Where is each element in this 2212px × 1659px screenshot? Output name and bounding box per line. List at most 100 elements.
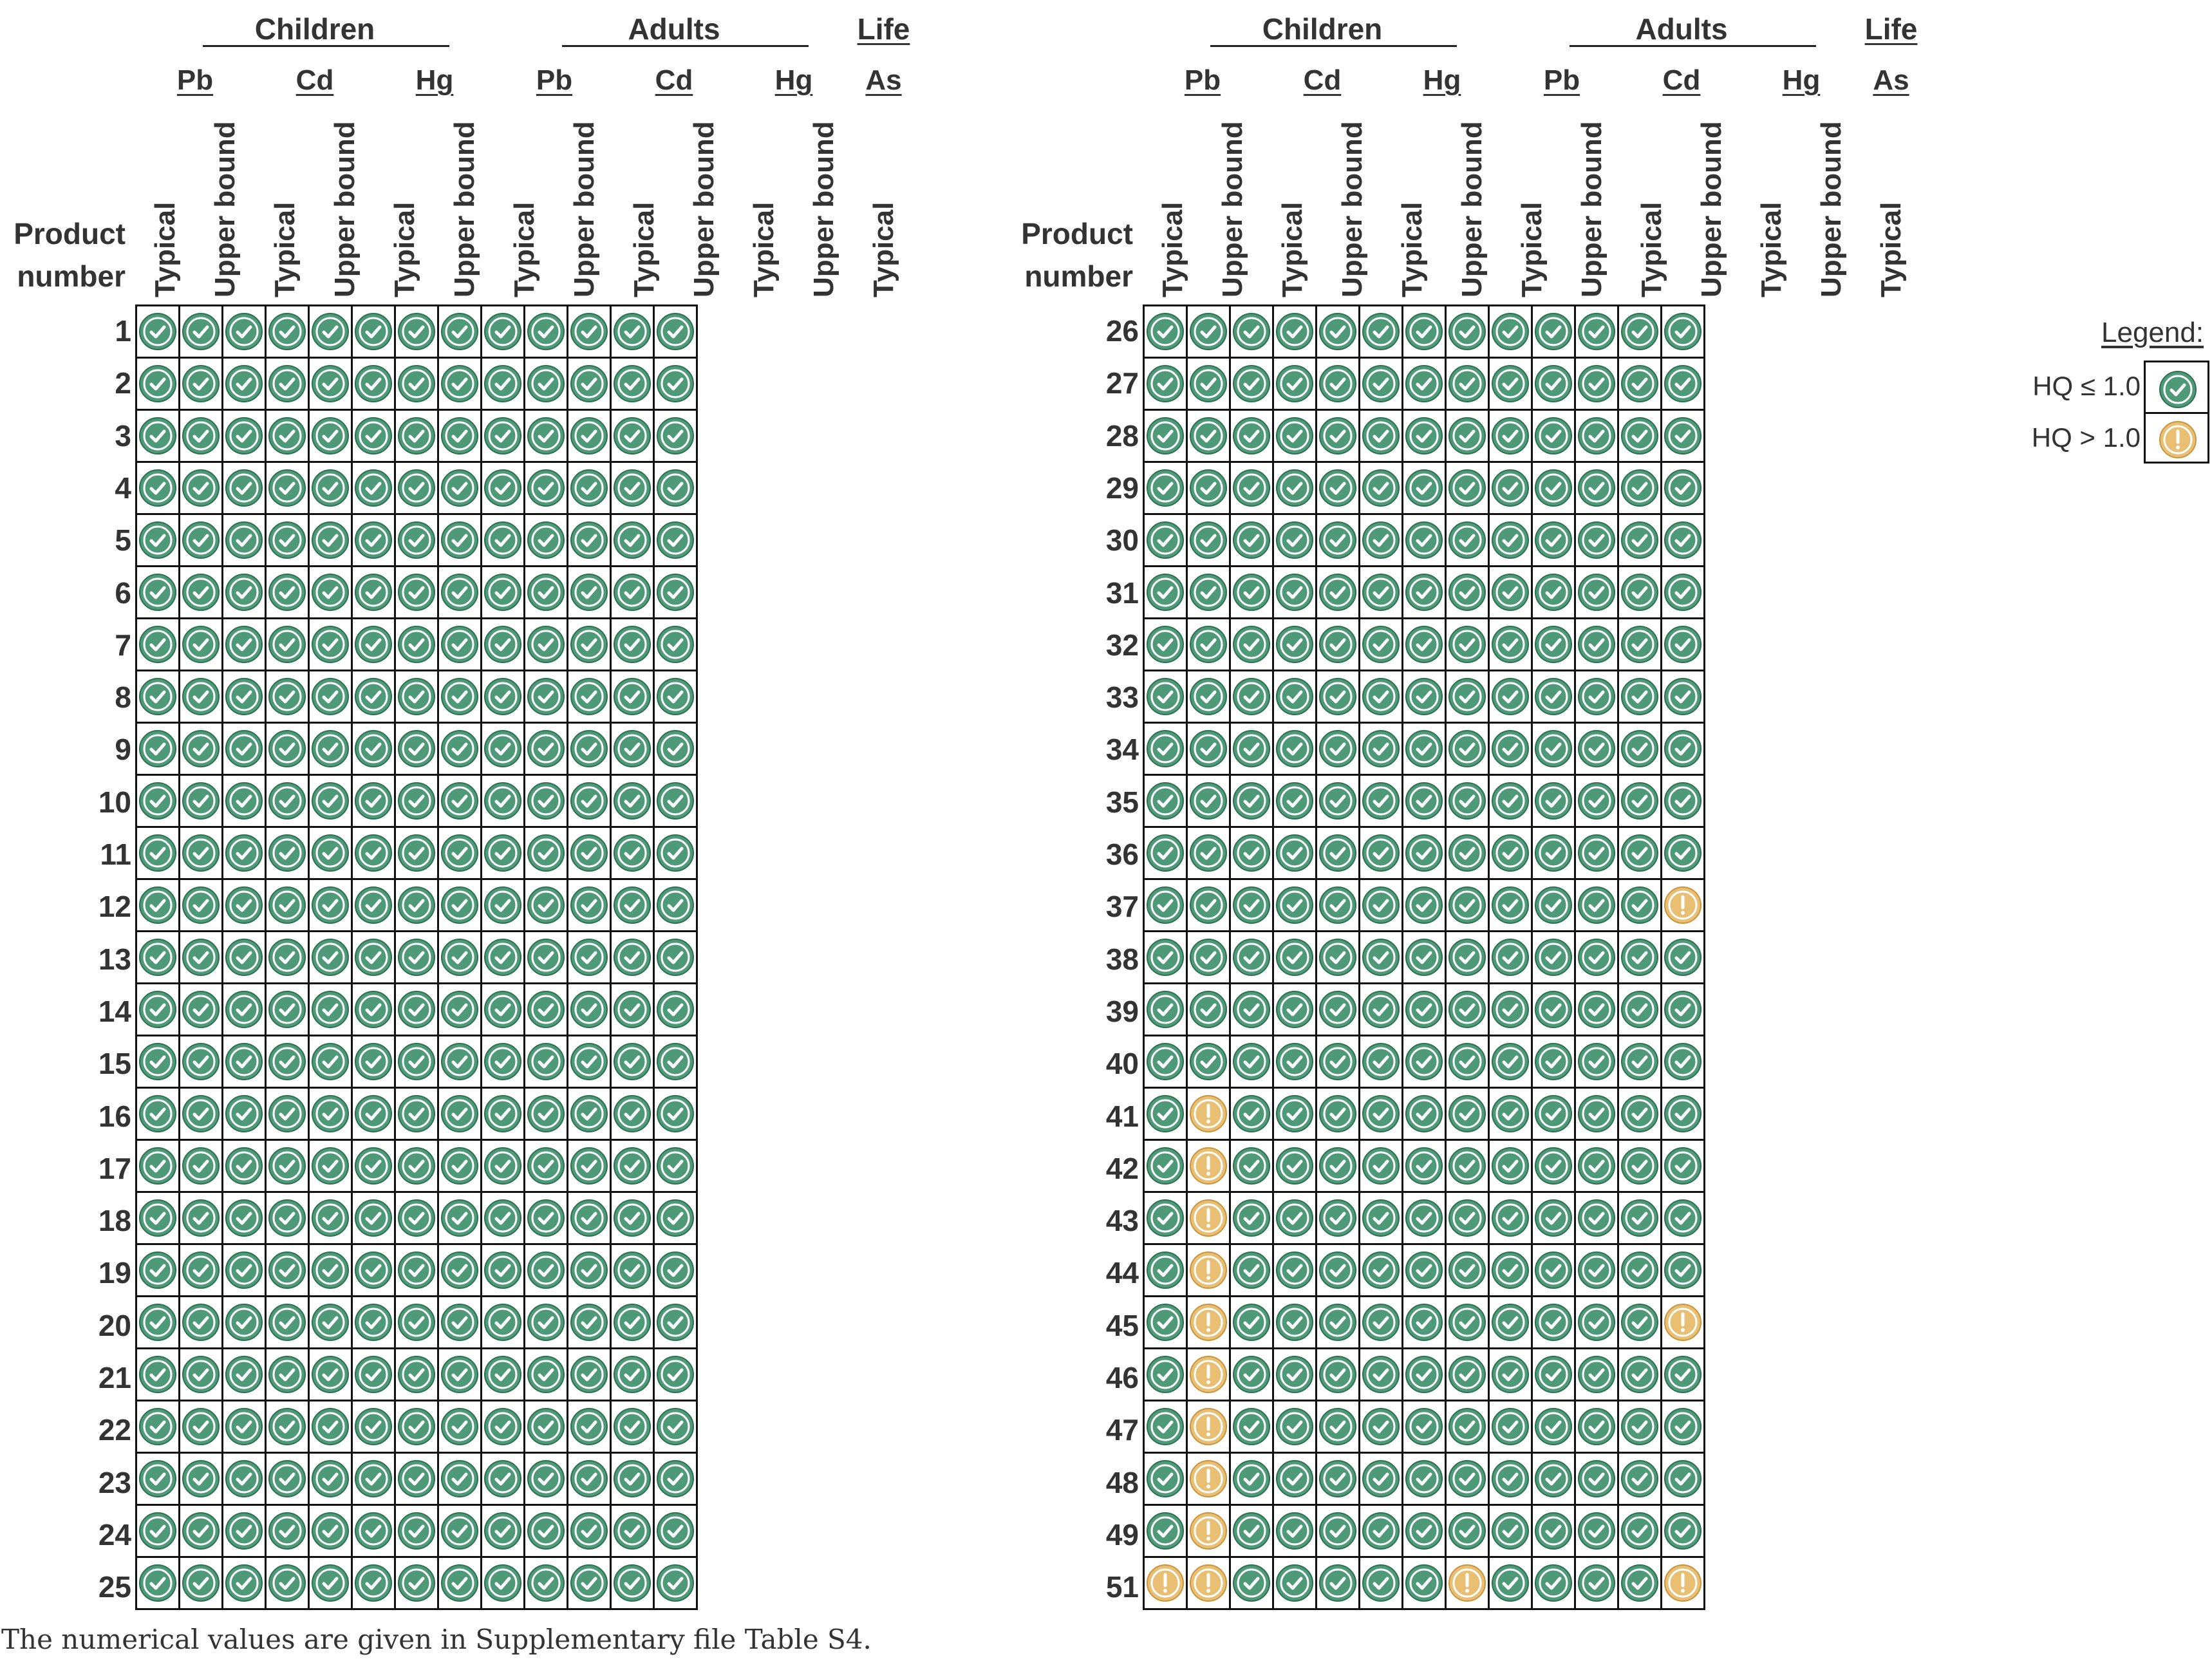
check-circle-icon xyxy=(225,521,263,559)
check-circle-icon xyxy=(1190,469,1227,507)
table-cell xyxy=(1143,461,1188,515)
product-number: 40 xyxy=(1105,1047,1139,1081)
check-circle-icon xyxy=(268,834,306,872)
check-circle-icon xyxy=(1621,782,1658,820)
table-row xyxy=(135,617,698,671)
table-cell xyxy=(308,670,353,724)
check-circle-icon xyxy=(657,1356,694,1393)
table-cell xyxy=(1617,1243,1662,1297)
product-number: 28 xyxy=(1105,418,1139,453)
table-row xyxy=(135,670,698,724)
scenario-header: Typical xyxy=(1756,202,1787,297)
check-circle-icon xyxy=(1319,886,1356,924)
table-cell xyxy=(1358,1504,1403,1558)
check-circle-icon xyxy=(1621,886,1658,924)
table-row xyxy=(1143,1295,1705,1349)
table-cell xyxy=(610,461,655,515)
product-number: 36 xyxy=(1105,838,1139,871)
check-circle-icon xyxy=(441,313,478,350)
table-cell xyxy=(1315,930,1360,984)
check-circle-icon xyxy=(1664,1095,1701,1132)
check-circle-icon xyxy=(1492,574,1529,611)
table-cell xyxy=(610,670,655,724)
check-circle-icon xyxy=(268,886,306,924)
table-cell xyxy=(351,1556,396,1610)
table-cell xyxy=(437,1035,482,1089)
table-cell xyxy=(1143,982,1188,1036)
product-number: 25 xyxy=(98,1570,131,1604)
check-circle-icon xyxy=(225,417,263,455)
check-circle-icon xyxy=(1276,1043,1313,1080)
table-cell xyxy=(265,982,310,1036)
table-cell xyxy=(437,878,482,932)
table-cell xyxy=(567,1035,612,1089)
check-circle-icon xyxy=(1448,469,1486,507)
figure-caption: The numerical values are given in Supple… xyxy=(1,1624,872,1655)
check-circle-icon xyxy=(1621,365,1658,402)
table-cell xyxy=(178,1452,223,1506)
table-cell xyxy=(1401,774,1447,828)
check-circle-icon xyxy=(1492,730,1529,767)
table-cell xyxy=(1488,357,1533,411)
table-cell xyxy=(178,1556,223,1610)
table-cell xyxy=(178,1400,223,1454)
table-cell xyxy=(135,1035,180,1089)
table-row xyxy=(135,878,698,932)
table-cell xyxy=(221,305,267,359)
check-circle-icon xyxy=(182,1564,220,1602)
check-circle-icon xyxy=(527,574,565,611)
table-cell xyxy=(437,357,482,411)
table-cell xyxy=(523,826,568,880)
check-circle-icon xyxy=(312,1095,349,1132)
table-cell xyxy=(1445,1504,1490,1558)
legend-box xyxy=(2144,361,2209,464)
check-circle-icon xyxy=(1578,521,1615,559)
table-cell xyxy=(221,982,267,1036)
table-cell xyxy=(394,670,439,724)
check-circle-icon xyxy=(1535,991,1572,1028)
check-circle-icon xyxy=(484,1304,521,1341)
scenario-header: Upper bound xyxy=(688,121,720,297)
check-circle-icon xyxy=(1621,626,1658,663)
metal-label: Cd xyxy=(295,64,334,96)
check-circle-icon xyxy=(1448,626,1486,663)
group-header-life: Life xyxy=(1861,12,1921,46)
check-circle-icon xyxy=(657,1512,694,1550)
table-row xyxy=(135,930,698,984)
product-number: 7 xyxy=(115,628,131,662)
check-circle-icon xyxy=(1664,782,1701,820)
table-cell xyxy=(480,409,525,463)
check-circle-icon xyxy=(1276,1460,1313,1497)
check-circle-icon xyxy=(312,313,349,350)
scenario-header: Typical xyxy=(1396,202,1428,297)
product-number: 4 xyxy=(115,471,131,505)
check-circle-icon xyxy=(312,1304,349,1341)
table-cell xyxy=(610,565,655,619)
table-cell xyxy=(1315,826,1360,880)
check-circle-icon xyxy=(1578,939,1615,976)
check-circle-icon xyxy=(657,313,694,350)
check-circle-icon xyxy=(355,834,392,872)
check-circle-icon xyxy=(139,365,176,402)
check-circle-icon xyxy=(1319,521,1356,559)
check-circle-icon xyxy=(1621,1199,1658,1237)
table-cell xyxy=(221,513,267,567)
table-cell xyxy=(1358,461,1403,515)
table-cell xyxy=(1358,1243,1403,1297)
check-circle-icon xyxy=(139,834,176,872)
table-cell xyxy=(610,1400,655,1454)
check-circle-icon xyxy=(398,939,435,976)
table-cell xyxy=(1574,722,1619,776)
check-circle-icon xyxy=(1492,1095,1529,1132)
group-header-children: Children xyxy=(1143,12,1502,46)
exclamation-circle-icon xyxy=(1190,1356,1227,1393)
check-circle-icon xyxy=(1276,1251,1313,1289)
table-cell xyxy=(1401,982,1447,1036)
table-cell xyxy=(610,774,655,828)
check-circle-icon xyxy=(398,1095,435,1132)
table-row xyxy=(135,1035,698,1089)
table-cell xyxy=(178,1504,223,1558)
check-circle-icon xyxy=(225,469,263,507)
table-cell xyxy=(394,357,439,411)
table-cell xyxy=(1445,774,1490,828)
